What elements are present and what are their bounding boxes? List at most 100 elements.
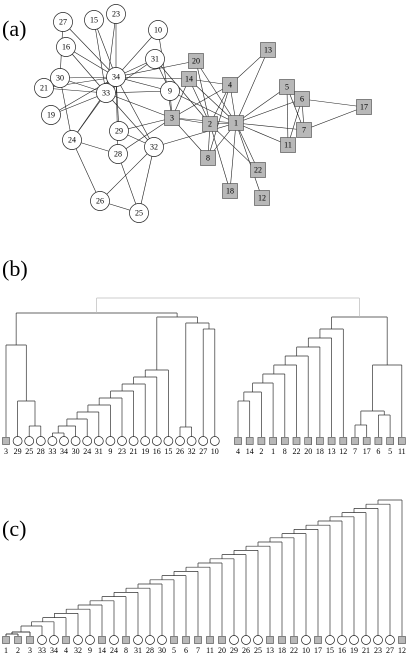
leaf [140,436,151,446]
edge [99,146,155,202]
leaf-label: 32 [188,447,196,456]
leaf [24,436,35,446]
edge [235,122,263,199]
leaf-label: 19 [350,646,358,655]
node [53,12,73,32]
leaf [398,636,406,644]
edge [115,76,155,148]
leaf [316,437,324,445]
leaf-label: 4 [64,646,68,655]
leaf [351,437,359,445]
node [56,37,76,57]
node [145,49,165,69]
leaf [253,635,263,645]
node [356,99,372,115]
panel-label: (c) [2,516,26,541]
node-label: 19 [47,110,55,119]
node [222,77,238,93]
leaf [362,437,371,445]
edge [229,122,237,192]
leaf-label: 26 [176,447,184,456]
leaf [2,636,10,644]
leaf [325,635,335,645]
leaf [194,636,202,644]
leaf-label: 11 [206,646,214,655]
node [160,81,180,101]
edge [235,49,269,124]
edge [235,122,289,146]
node-label: 22 [254,165,262,174]
leaf [386,437,394,445]
leaf-label: 17 [363,447,371,456]
leaf-label: 18 [278,646,286,655]
leaf-label: 5 [172,646,176,655]
edge [65,46,107,94]
leaf [151,436,162,446]
leaf-label: 15 [164,447,172,456]
leaf [182,636,190,644]
leaf-label: 6 [184,646,188,655]
node-label: 6 [300,94,304,103]
node [200,150,216,166]
leaf-label: 5 [388,447,392,456]
edge [117,153,140,214]
edge [303,106,365,131]
leaf-label: 9 [88,646,92,655]
leaf [70,436,81,446]
leaf-label: 29 [14,447,22,456]
edge [59,77,73,141]
leaf-label: 25 [25,447,33,456]
node-label: 10 [154,25,162,34]
leaf-label: 24 [83,447,91,456]
leaf [304,437,313,445]
leaf-label: 10 [302,646,310,655]
leaf [2,437,10,445]
node-label: 14 [185,74,193,83]
node-label: 21 [40,83,48,92]
leaf-label: 31 [95,447,103,456]
leaf [290,636,298,644]
leaf [361,635,371,645]
leaf-label: 30 [158,646,166,655]
leaf [133,635,143,645]
leaf [49,635,59,645]
leaf [206,636,214,644]
leaf [327,437,336,445]
leaf [269,437,277,445]
node [164,110,180,126]
leaf [163,436,174,446]
leaf [117,436,127,446]
leaf-label: 34 [50,646,58,655]
node [294,91,310,107]
leaf-label: 3 [28,646,32,655]
leaf-label: 16 [153,447,161,456]
edge [286,86,289,146]
leaf [278,636,286,644]
node-label: 24 [68,135,76,144]
leaf-label: 32 [74,646,82,655]
leaf [301,635,311,645]
leaf-label: 9 [108,447,112,456]
node-label: 7 [302,125,306,134]
node-label: 15 [90,15,98,24]
node [106,4,126,24]
node [148,20,168,40]
leaf-label: 20 [218,646,226,655]
edge [50,92,107,116]
leaf [234,437,242,445]
leaf [157,635,167,645]
leaf [209,436,220,446]
leaf [314,636,322,644]
edge [157,29,173,119]
node-label: 11 [284,140,292,149]
leaf [175,436,185,446]
leaf-label: 22 [293,447,301,456]
node-label: 1 [234,118,238,127]
node-label: 16 [62,42,70,51]
node-label: 31 [151,54,159,63]
node [84,10,104,30]
leaf [62,636,70,644]
leaf-label: 1 [271,447,275,456]
edge [93,19,117,78]
